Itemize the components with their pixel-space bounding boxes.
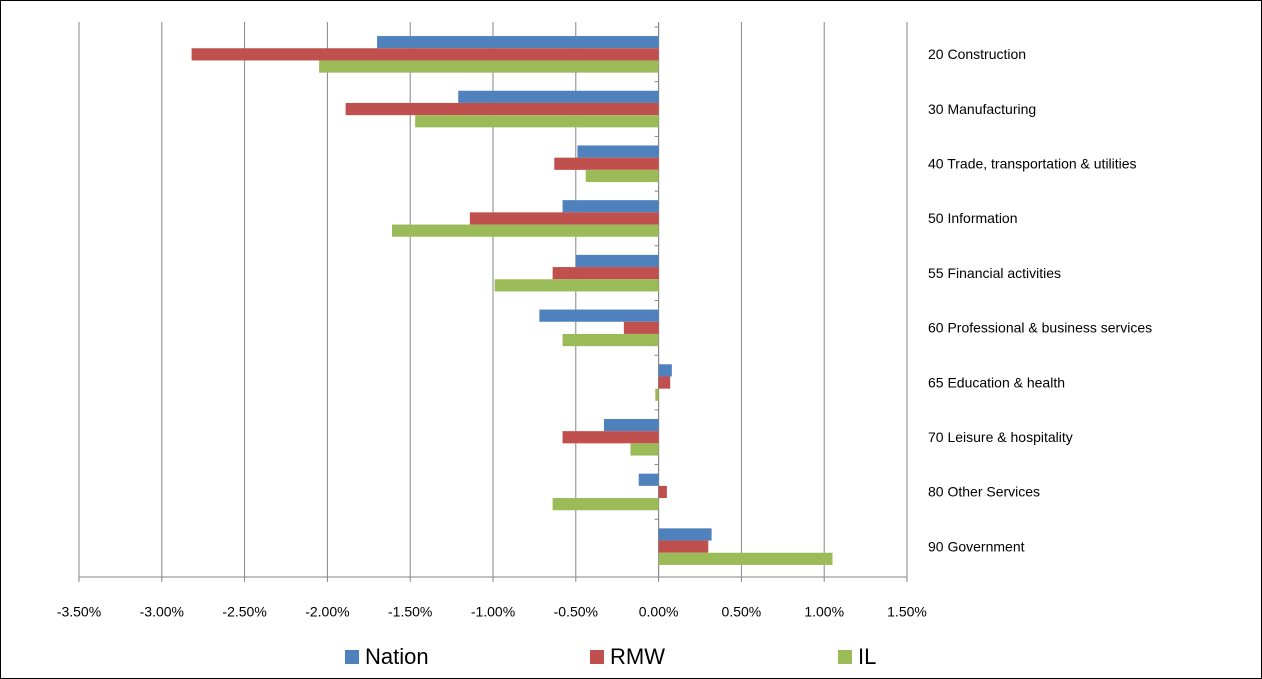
bar [658, 376, 671, 389]
x-tick-label: 1.50% [887, 604, 927, 620]
bar [623, 321, 659, 334]
bar [658, 528, 712, 541]
x-tick-label: 1.00% [804, 604, 844, 620]
category-label: 30 Manufacturing [928, 101, 1036, 117]
bar [577, 145, 659, 158]
bar [552, 267, 659, 280]
x-tick-label: -1.00% [471, 604, 515, 620]
bar [562, 200, 659, 213]
bar [469, 212, 659, 225]
bar [391, 224, 659, 237]
bar [345, 102, 659, 116]
bar [377, 36, 659, 49]
bar [655, 388, 659, 401]
bar [658, 364, 672, 377]
legend-swatch [345, 650, 359, 664]
category-label: 70 Leisure & hospitality [928, 429, 1073, 445]
x-tick-label: -1.50% [388, 604, 432, 620]
bar [562, 431, 659, 444]
bar [658, 485, 667, 499]
legend-swatch [590, 650, 604, 664]
x-tick-label: 0.00% [639, 604, 679, 620]
bar [603, 418, 659, 432]
bar [458, 90, 659, 103]
bar [539, 309, 659, 322]
category-label: 65 Education & health [928, 374, 1065, 390]
bar [658, 540, 709, 553]
bar [191, 48, 659, 61]
x-tick-label: -3.50% [57, 604, 101, 620]
bar [585, 169, 659, 183]
category-label: 50 Information [928, 210, 1018, 226]
category-label: 80 Other Services [928, 484, 1040, 500]
bar [630, 443, 659, 456]
x-tick-label: -2.50% [222, 604, 266, 620]
x-tick-label: 0.50% [722, 604, 762, 620]
bar [658, 552, 833, 565]
legend-text: IL [858, 644, 876, 669]
bar [319, 60, 659, 73]
legend-text: Nation [365, 644, 429, 669]
x-tick-label: -3.00% [140, 604, 184, 620]
bar [562, 333, 659, 347]
bar [638, 473, 659, 486]
category-label: 55 Financial activities [928, 265, 1061, 281]
bar [554, 157, 659, 170]
category-label: 20 Construction [928, 46, 1026, 62]
bar [552, 498, 659, 511]
category-label: 90 Government [928, 538, 1025, 554]
legend-text: RMW [610, 644, 665, 669]
bar [575, 254, 659, 268]
x-tick-label: -2.00% [305, 604, 349, 620]
x-tick-label: -0.50% [554, 604, 598, 620]
bar [415, 115, 659, 128]
category-label: 40 Trade, transportation & utilities [928, 155, 1137, 171]
bar [494, 279, 659, 292]
legend-swatch [838, 650, 852, 664]
category-label: 60 Professional & business services [928, 320, 1152, 336]
